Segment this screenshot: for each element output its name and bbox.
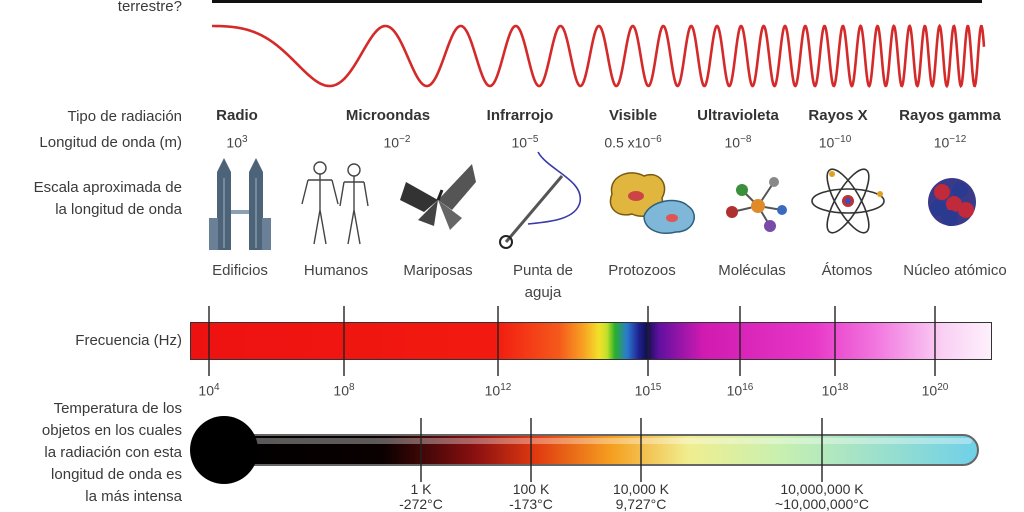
protozoa-icon [609,172,695,234]
label-scale-1: Escala aproximada de [33,179,182,196]
type-radio: Radio [216,107,258,124]
type-infrared: Infrarrojo [486,107,554,124]
wavelength-microwave: 10−2 [383,134,411,151]
frequency-label-5: 1016 [726,382,754,399]
wavelength-radio: 103 [226,134,248,151]
nucleus-icon [928,178,976,226]
label-temp-1: Temperatura de los [53,400,182,417]
object-humans: Humanos [303,262,369,279]
object-protozoa: Protozoos [608,262,676,279]
frequency-label-7: 1020 [921,382,949,399]
frequency-label-3: 1012 [484,382,512,399]
label-scale-2: la longitud de onda [55,201,182,218]
building-icon [209,158,271,250]
frequency-label-4: 1015 [634,382,662,399]
wavelength-ultraviolet: 10−8 [724,134,752,151]
label-type: Tipo de radiación [67,108,182,125]
label-temp-5: la más intensa [85,488,182,505]
object-buildings: Edificios [212,262,268,279]
wave-line [212,23,986,89]
type-visible: Visible [608,107,658,124]
temp-label-3: 10,000 K 9,727°C [612,481,670,512]
frequency-label-2: 108 [333,382,355,399]
object-molecules: Moléculas [718,262,786,279]
type-xray: Rayos X [808,107,868,124]
object-nucleus: Núcleo atómico [903,262,1007,279]
type-gamma: Rayos gamma [899,107,1001,124]
molecule-icon [726,177,787,232]
header-label: terrestre? [117,0,182,15]
butterfly-icon [400,164,476,230]
label-frequency: Frecuencia (Hz) [75,332,182,349]
label-temp-2: objetos en los cuales [41,422,182,439]
wavelength-xray: 10−10 [818,134,852,151]
wavelength-visible: 0.5 x10−6 [604,134,662,151]
frequency-spectrum-bar [190,322,992,360]
humans-icon [301,161,369,245]
wave-graphic [212,23,986,89]
thermometer-bulb [190,416,258,484]
needle-icon [499,151,581,249]
object-needle-2: aguja [524,284,562,301]
temp-label-2: 100 K -173°C [509,481,553,512]
frequency-label-6: 1018 [821,382,849,399]
frequency-tick-marks [208,306,936,376]
label-temp-3: la radiación con esta [44,444,182,461]
object-atoms: Átomos [821,262,873,279]
type-microwave: Microondas [345,107,431,124]
wavelength-infrared: 10−5 [511,134,539,151]
top-divider [212,0,982,3]
wavelength-gamma: 10−12 [933,134,967,151]
object-butterflies: Mariposas [403,262,473,279]
label-temp-4: longitud de onda es [51,466,182,483]
type-ultraviolet: Ultravioleta [697,107,779,124]
temp-label-1: 1 K -272°C [399,481,443,512]
atom-icon [811,168,885,234]
label-wavelength: Longitud de onda (m) [39,134,182,151]
object-needle-1: Punta de [512,262,574,279]
frequency-label-1: 104 [198,382,220,399]
temp-label-4: 10,000,000 K ~10,000,000°C [775,481,869,512]
temperature-thermometer [190,416,979,484]
